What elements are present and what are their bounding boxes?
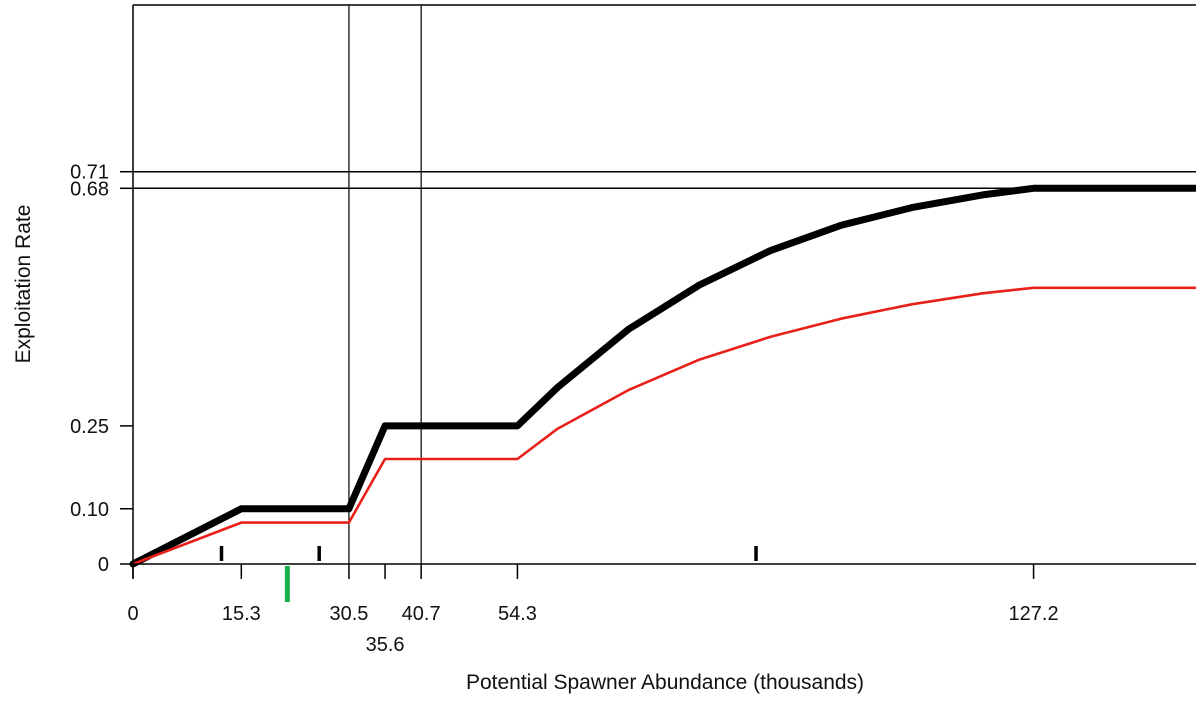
x-tick-label-1: 15.3 [222,603,261,625]
y-axis-title: Exploitation Rate [12,205,35,364]
series-line-1 [131,286,1196,566]
x-tick-label-5: 54.3 [498,603,537,625]
y-tick-label-3: 0.68 [70,178,109,200]
x-axis-title: Potential Spawner Abundance (thousands) [466,671,864,694]
y-tick-label-4: 0.71 [70,162,109,184]
y-tick-label-1: 0.10 [70,499,109,521]
y-tick-label-2: 0.25 [70,416,109,438]
x-tick-label-3: 35.6 [366,634,405,656]
series-line-0 [129,184,1196,568]
x-tick-label-2: 30.5 [329,603,368,625]
x-tick-label-0: 0 [127,603,138,625]
x-tick-label-6: 127.2 [1009,603,1059,625]
x-tick-label-4: 40.7 [402,603,441,625]
y-tick-label-0: 0 [98,554,109,576]
